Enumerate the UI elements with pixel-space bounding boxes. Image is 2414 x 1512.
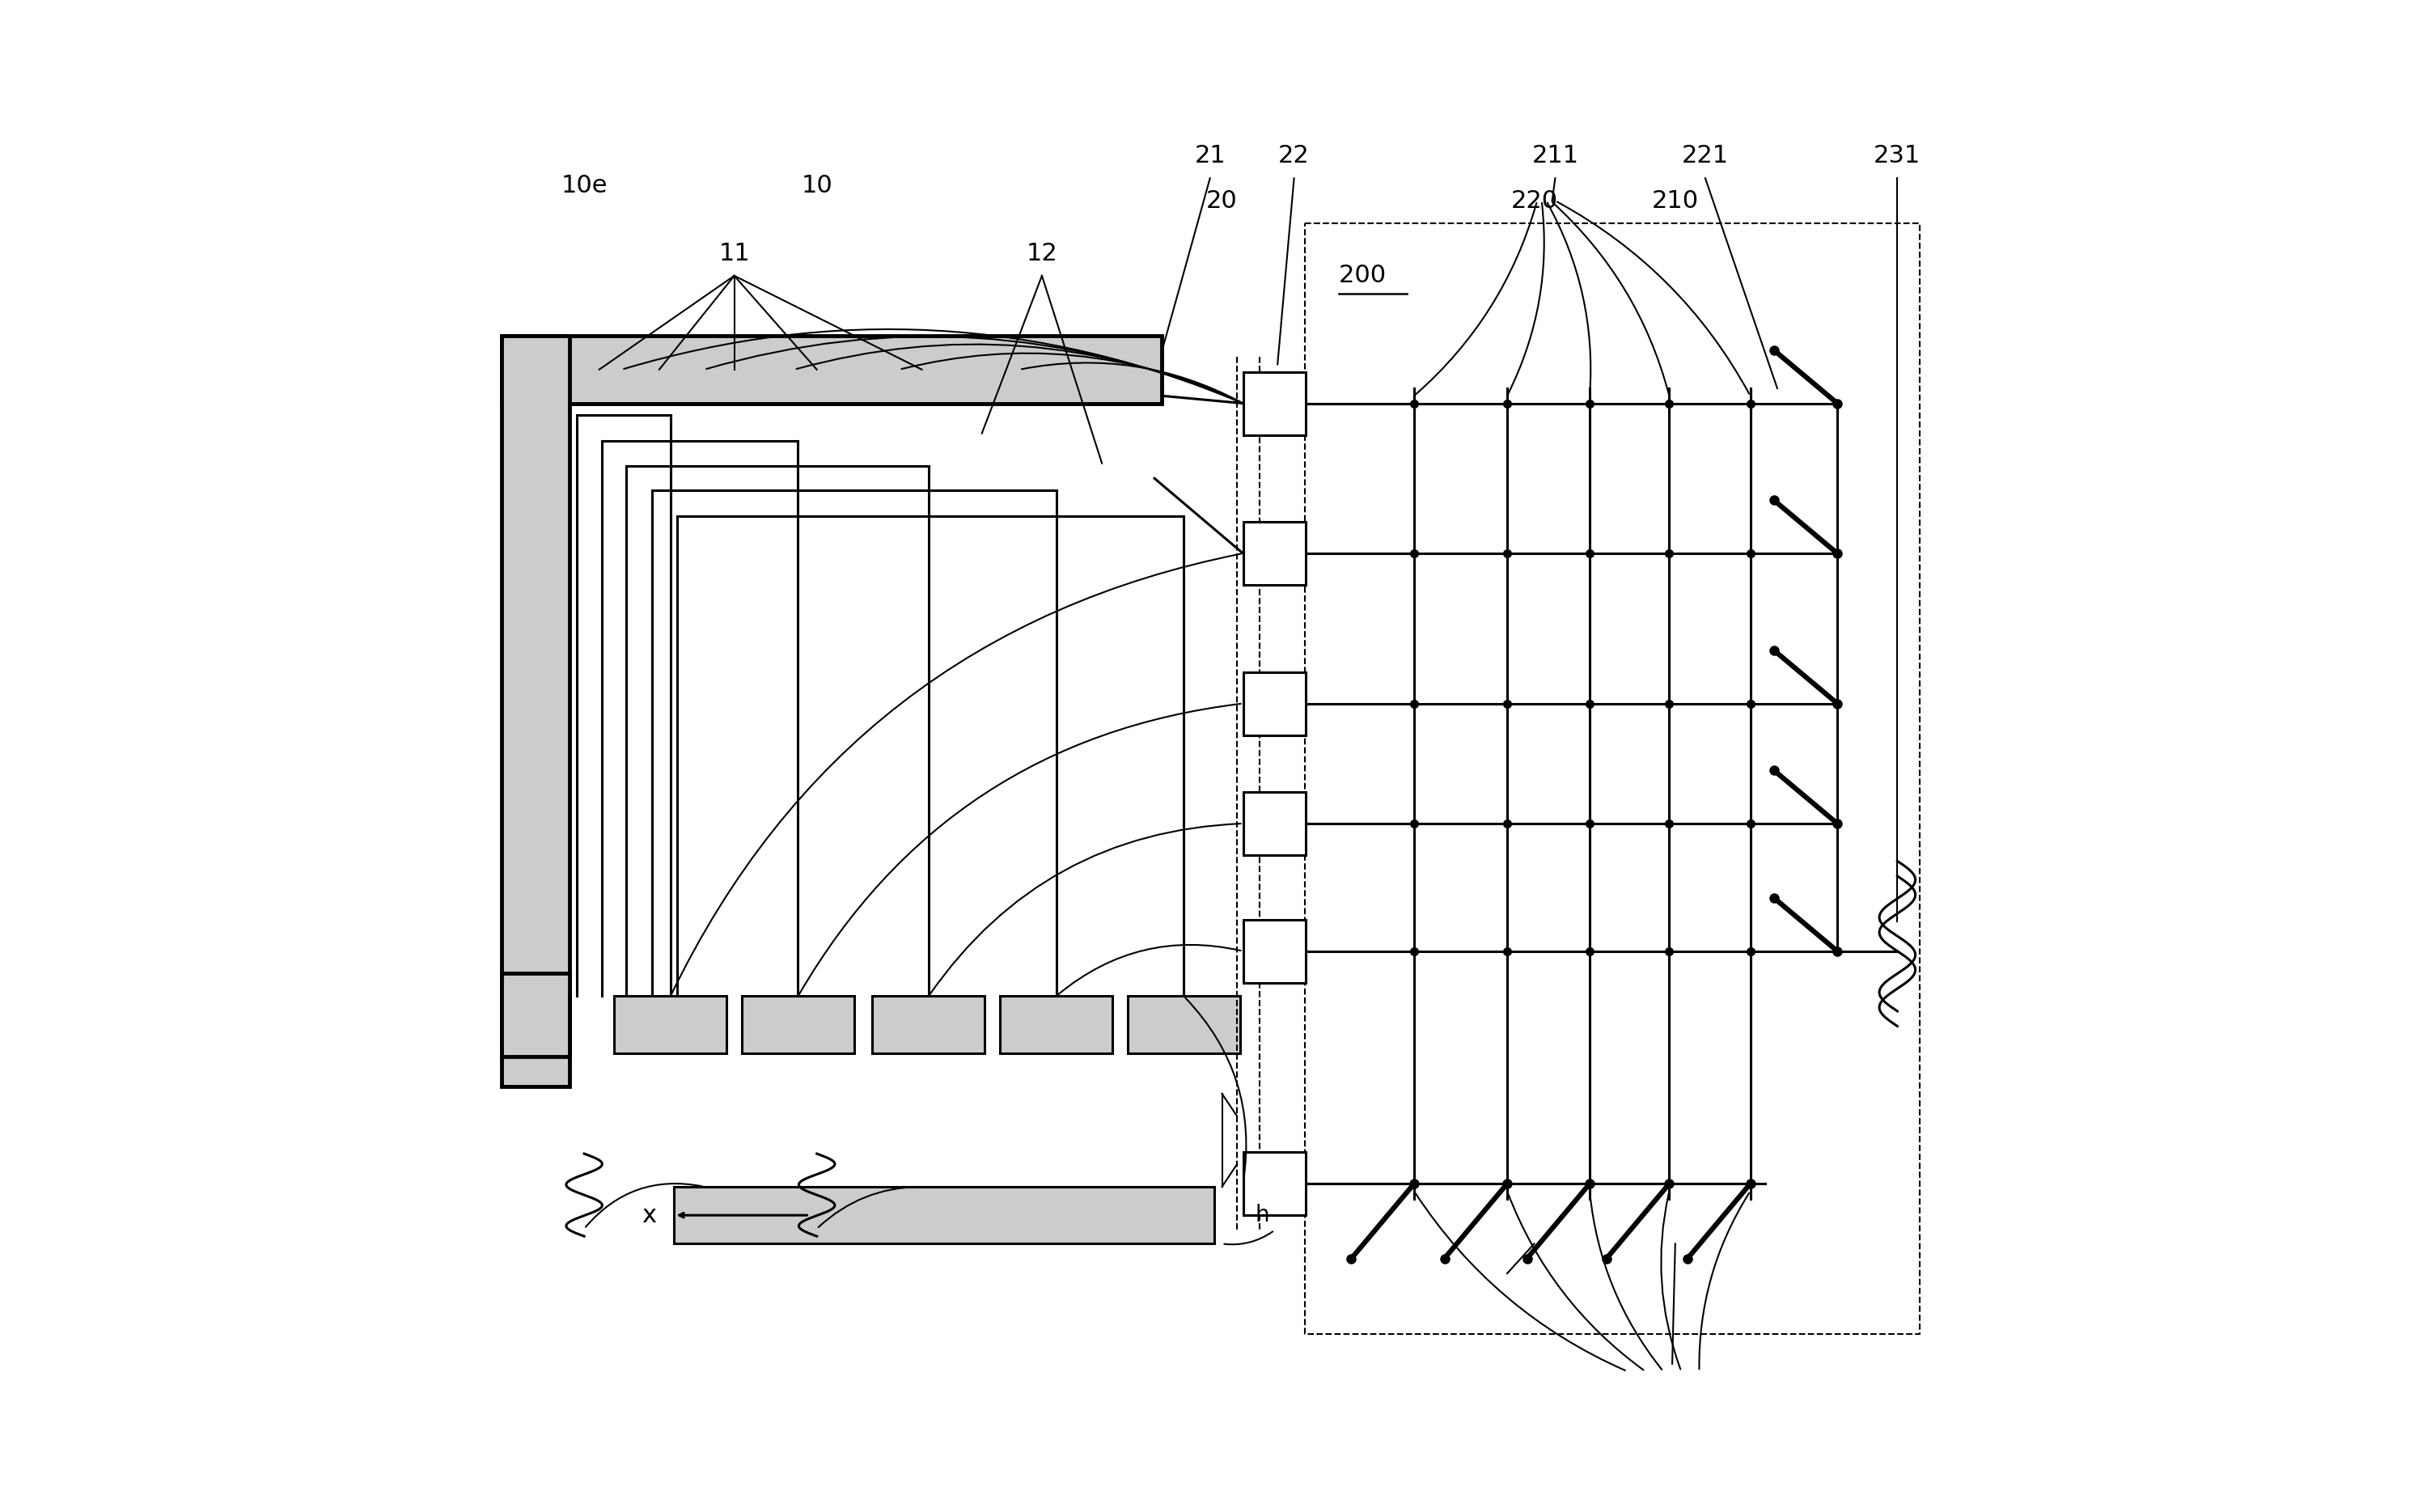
Bar — [1243, 1152, 1306, 1216]
Text: 10e: 10e — [560, 174, 608, 198]
Text: 21: 21 — [1195, 144, 1226, 168]
Bar — [502, 336, 570, 1086]
Text: 231: 231 — [1873, 144, 1922, 168]
Bar — [1127, 996, 1241, 1054]
Bar — [502, 336, 1161, 404]
Text: 11: 11 — [719, 242, 751, 265]
Text: 10: 10 — [801, 174, 833, 198]
Bar — [674, 1187, 1214, 1244]
Text: ​200: ​200 — [1340, 265, 1386, 287]
Bar — [871, 996, 985, 1054]
Bar — [1243, 671, 1306, 735]
Text: 12: 12 — [1026, 242, 1057, 265]
Bar — [1243, 919, 1306, 983]
Text: 221: 221 — [1683, 144, 1728, 168]
Bar — [1243, 792, 1306, 856]
Text: 211: 211 — [1530, 144, 1579, 168]
Bar — [999, 996, 1113, 1054]
Bar — [613, 996, 727, 1054]
Text: h: h — [1255, 1204, 1270, 1226]
Text: 20: 20 — [1207, 189, 1238, 213]
Bar — [1243, 372, 1306, 435]
Bar — [741, 996, 855, 1054]
Text: 220: 220 — [1511, 189, 1557, 213]
Text: x: x — [642, 1204, 657, 1226]
Bar — [502, 974, 570, 1057]
Text: 22: 22 — [1279, 144, 1311, 168]
Text: 210: 210 — [1651, 189, 1699, 213]
Bar — [1243, 522, 1306, 585]
